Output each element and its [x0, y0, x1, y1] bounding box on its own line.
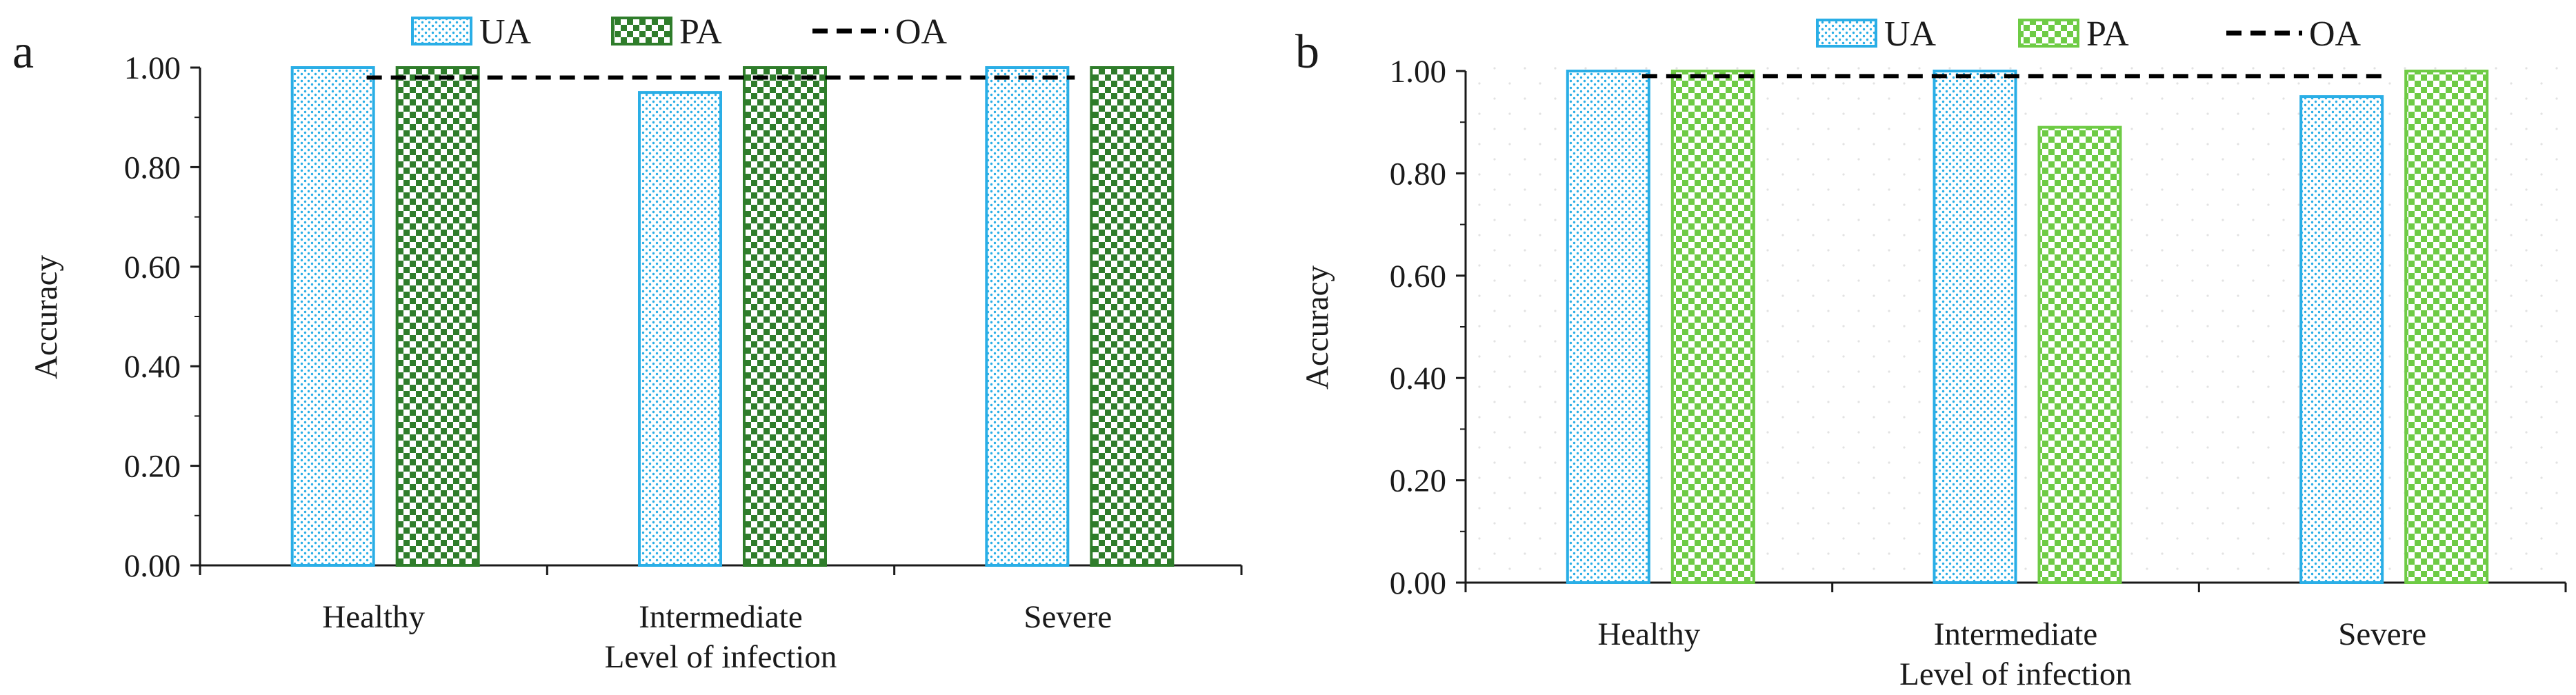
legend-label-ua: UA — [1884, 14, 1937, 54]
x-tick-label-healthy: Healthy — [1597, 616, 1700, 652]
legend-label-pa: PA — [679, 12, 722, 52]
x-tick-label-intermediate: Intermediate — [639, 599, 802, 635]
y-tick-label: 0.00 — [124, 548, 181, 584]
bar-pa-intermediate — [743, 66, 827, 567]
x-tick-label-severe: Severe — [1024, 599, 1112, 635]
bar-ua-severe — [985, 66, 1070, 567]
y-tick-label: 1.00 — [124, 50, 181, 86]
bar-ua-healthy — [290, 66, 375, 567]
y-axis-title: Accuracy — [1299, 265, 1335, 390]
legend-label-pa: PA — [2086, 14, 2129, 54]
bar-ua-severe — [2299, 95, 2384, 585]
bar-ua-healthy — [1566, 70, 1650, 584]
chart-panel-a: a 0.00 0.20 0.40 0.60 0.80 1.00 Healthy Intermed… — [12, 12, 1243, 675]
y-tick-label: 1.00 — [1390, 54, 1446, 90]
x-tick-label-severe: Severe — [2338, 616, 2426, 652]
y-tick-label: 0.40 — [1390, 361, 1446, 396]
bar-ua-intermediate — [638, 91, 722, 567]
bar-pa-healthy — [1670, 70, 1755, 584]
x-tick-label-healthy: Healthy — [322, 599, 425, 635]
y-tick-label: 0.20 — [124, 449, 181, 485]
y-tick-label: 0.00 — [1390, 565, 1446, 601]
bar-pa-severe — [2404, 70, 2489, 584]
panel-letter: a — [12, 26, 34, 79]
y-tick-label: 0.60 — [1390, 259, 1446, 294]
legend-label-ua: UA — [479, 12, 532, 52]
panel-letter: b — [1295, 26, 1319, 79]
legend-label-oa: OA — [895, 12, 948, 52]
y-tick-label: 0.40 — [124, 349, 181, 385]
x-axis-title: Level of infection — [605, 639, 837, 675]
legend-label-oa: OA — [2309, 14, 2362, 54]
y-axis-title: Accuracy — [28, 254, 64, 379]
bar-pa-healthy — [395, 66, 480, 567]
x-axis-title: Level of infection — [1899, 656, 2132, 692]
y-tick-label: 0.80 — [124, 150, 181, 185]
y-tick-label: 0.80 — [1390, 156, 1446, 192]
bar-pa-intermediate — [2037, 125, 2122, 584]
x-tick-label-intermediate: Intermediate — [1934, 616, 2097, 652]
legend-swatch-ua — [411, 17, 472, 46]
legend-swatch-pa — [2018, 19, 2079, 48]
bar-pa-severe — [1090, 66, 1175, 567]
y-tick-label: 0.60 — [124, 250, 181, 285]
bar-ua-intermediate — [1933, 70, 2017, 584]
y-tick-label: 0.20 — [1390, 463, 1446, 499]
legend-swatch-ua — [1816, 19, 1877, 48]
legend-swatch-pa — [611, 17, 672, 46]
chart-panel-b: b 0.00 0.20 0.40 0.60 0.80 1.00 Healthy Intermed… — [1295, 14, 2567, 692]
